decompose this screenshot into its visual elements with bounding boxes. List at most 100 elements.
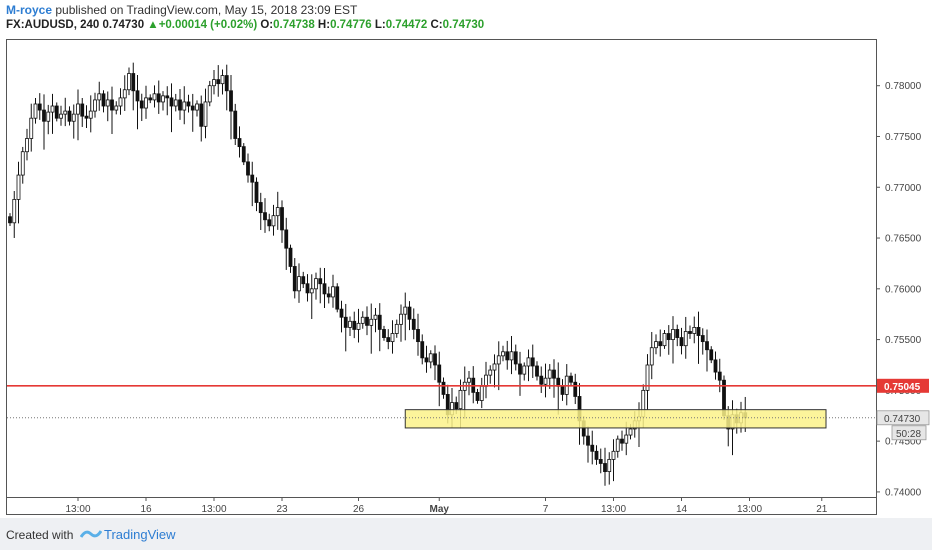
candle-body — [467, 377, 471, 383]
candle-body — [543, 377, 548, 385]
candle-body — [161, 95, 165, 103]
support-zone[interactable] — [404, 409, 827, 429]
x-tick-label: 26 — [353, 504, 365, 515]
candle-body — [411, 318, 416, 330]
tradingview-logo-icon[interactable] — [80, 527, 102, 541]
candle-body — [620, 438, 624, 444]
candle-body — [216, 79, 221, 85]
candle-body — [76, 103, 80, 115]
change-up-icon: ▲ — [147, 19, 159, 31]
candle-body — [607, 459, 612, 473]
candle-body — [33, 103, 38, 119]
candle-body — [530, 357, 535, 367]
candle-body — [29, 117, 34, 139]
candle-body — [458, 389, 463, 410]
candle-body — [301, 276, 306, 285]
candle-body — [369, 318, 374, 326]
candle-body — [169, 97, 174, 107]
candle-body — [488, 369, 493, 376]
candle-body — [42, 109, 46, 122]
author-name[interactable]: M-royce — [6, 3, 53, 17]
candle-body — [399, 313, 403, 325]
high-value: 0.74776 — [330, 19, 372, 31]
candle-body — [144, 97, 148, 109]
candle-body — [152, 93, 157, 101]
candle-body — [717, 371, 722, 381]
candle-body — [360, 316, 365, 324]
candle-body — [394, 323, 399, 334]
candle-body — [25, 138, 29, 153]
y-tick-label: 0.74000 — [885, 487, 922, 498]
footer-bar: Created with TradingView — [0, 518, 932, 550]
candle-body — [105, 99, 110, 107]
candle-body — [479, 385, 484, 401]
x-tick-label: 13:00 — [601, 504, 626, 515]
candle-body — [501, 351, 505, 357]
candle-body — [50, 105, 55, 113]
open-value: 0.74738 — [273, 19, 315, 31]
publish-info: M-royce published on TradingView.com, Ma… — [6, 3, 357, 17]
price-change: +0.00014 (+0.02%) — [158, 19, 258, 31]
candle-body — [67, 110, 72, 122]
candle-body — [63, 110, 68, 115]
candle-body — [326, 293, 331, 298]
candle-body — [280, 207, 284, 231]
candle-body — [705, 341, 709, 351]
candle-body — [522, 365, 527, 375]
candle-body — [475, 391, 480, 401]
candle-body — [97, 93, 102, 101]
candle-body — [433, 353, 437, 366]
candle-body — [416, 329, 420, 343]
y-tick-label: 0.75500 — [885, 335, 922, 346]
candle-body — [654, 341, 658, 349]
x-axis[interactable]: 13:00 16 13:00 23 26 May 7 13:00 14 13:00 21 — [65, 497, 828, 515]
candle-body — [560, 385, 565, 395]
x-tick-label: 23 — [276, 504, 288, 515]
y-tick-label: 0.74500 — [885, 437, 922, 448]
candle-body — [496, 355, 501, 365]
candle-body — [513, 351, 518, 365]
x-tick-label: 14 — [676, 504, 688, 515]
candle-body — [233, 110, 238, 139]
candle-body — [331, 286, 335, 298]
candle-body — [437, 364, 442, 383]
candle-body — [688, 331, 692, 334]
close-value: 0.74730 — [442, 19, 485, 31]
candle-body — [709, 349, 714, 361]
y-tick-label: 0.78000 — [885, 81, 922, 92]
candle-body — [8, 216, 12, 224]
symbol-label: FX:AUDUSD, 240 — [6, 19, 100, 31]
candle-body — [645, 364, 650, 391]
candle-body — [110, 99, 114, 111]
open-label: O: — [260, 19, 274, 31]
countdown-label: 50:28 — [896, 429, 921, 440]
x-tick-label: 13:00 — [65, 504, 90, 515]
candle-body — [148, 97, 153, 101]
candle-body — [178, 99, 182, 111]
y-axis[interactable]: 0.78000 0.77500 0.77000 0.76500 0.76000 0.755… — [876, 81, 930, 498]
candle-body — [173, 99, 178, 107]
current-price-tag — [876, 410, 930, 426]
candle-body — [271, 215, 276, 227]
candle-body — [484, 374, 488, 387]
tradingview-brand[interactable]: TradingView — [104, 527, 176, 542]
candle-body — [518, 363, 522, 375]
candle-body — [365, 316, 369, 326]
candle-body — [220, 75, 225, 85]
overlays — [7, 384, 876, 429]
price-chart[interactable]: 0.78000 0.77500 0.77000 0.76500 0.76000 0.755… — [0, 0, 932, 518]
y-tick-label: 0.77000 — [885, 183, 922, 194]
candle-body — [246, 161, 250, 176]
candle-body — [292, 266, 297, 292]
candle-body — [199, 103, 204, 127]
candle-body — [309, 288, 314, 294]
candle-body — [263, 212, 267, 221]
candle-body — [352, 320, 357, 330]
published-text: published on TradingView.com, May 15, 20… — [55, 3, 358, 17]
candle-body — [275, 207, 280, 217]
x-tick-label: 7 — [543, 504, 549, 515]
candle-body — [390, 333, 395, 343]
candle-body — [20, 151, 25, 176]
candle-body — [101, 93, 106, 107]
low-value: 0.74472 — [385, 19, 428, 31]
